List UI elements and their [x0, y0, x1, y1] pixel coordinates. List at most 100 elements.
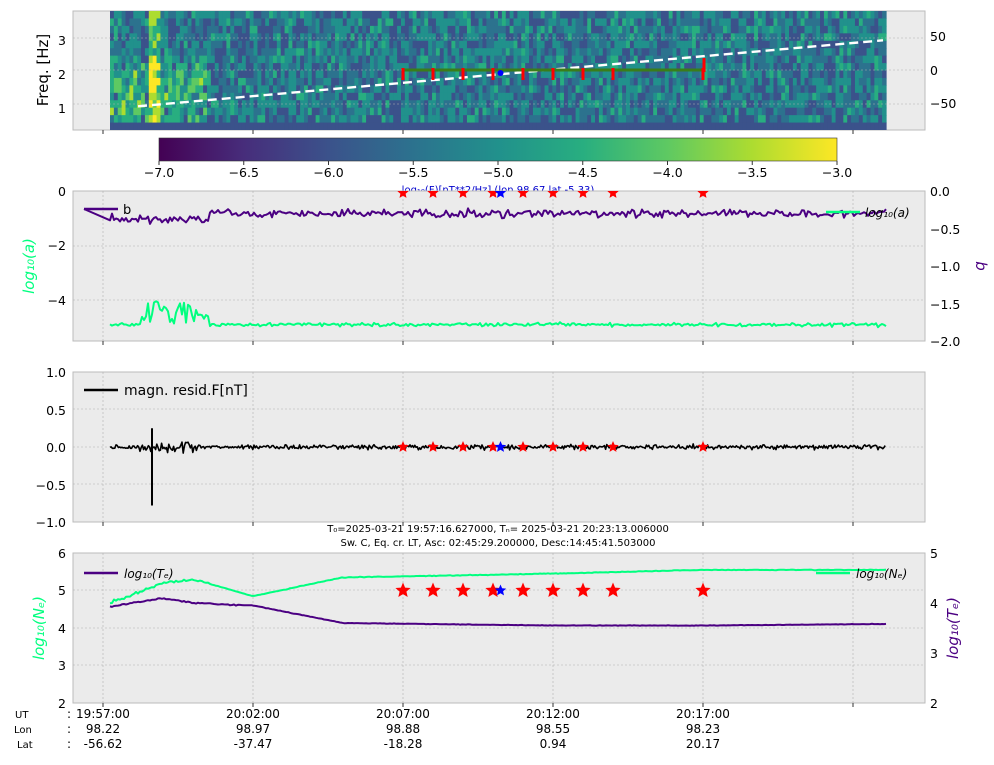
- spectrogram-cell: [823, 115, 829, 124]
- spectrogram-cell: [304, 18, 309, 27]
- spectrogram-cell: [451, 77, 456, 86]
- spectrogram-cell: [110, 33, 115, 42]
- spectrogram-cell: [459, 63, 464, 72]
- spectrogram-cell: [362, 55, 367, 64]
- spectrogram-cell: [626, 85, 631, 94]
- spectrogram-cell: [311, 63, 317, 72]
- spectrogram-cell: [754, 25, 759, 34]
- spectrogram-cell: [261, 25, 266, 34]
- spectrogram-cell: [498, 40, 503, 49]
- spectrogram-cell: [439, 77, 445, 86]
- spectrogram-cell: [598, 11, 604, 20]
- spectrogram-cell: [183, 40, 189, 49]
- spectrogram-cell: [338, 18, 344, 27]
- spectrogram-cell: [435, 11, 441, 20]
- spectrogram-cell: [238, 85, 243, 94]
- spectrogram-cell: [567, 107, 573, 116]
- spectrogram-cell: [571, 122, 577, 130]
- spectrogram-cell: [191, 107, 196, 116]
- spectrogram-cell: [684, 48, 689, 57]
- spectrogram-cell: [575, 115, 581, 124]
- spectrogram-cell: [486, 107, 491, 116]
- spectrogram-cell: [276, 33, 282, 42]
- spectrogram-cell: [269, 55, 274, 64]
- spectrogram-cell: [218, 11, 224, 20]
- spectrogram-cell: [129, 25, 134, 34]
- spectrogram-cell: [583, 48, 588, 57]
- spectrogram-cell: [168, 107, 173, 116]
- spectrogram-cell: [769, 85, 775, 94]
- spectrogram-cell: [509, 25, 515, 34]
- spectrogram-cell: [579, 48, 584, 57]
- xaxis-colon-ut: :: [67, 707, 71, 721]
- spectrogram-cell: [521, 33, 526, 42]
- spectrogram-cell: [812, 63, 817, 72]
- spectrogram-cell: [715, 92, 720, 101]
- spectrogram-cell: [175, 55, 181, 64]
- xaxis-label-ut: UT: [15, 710, 29, 721]
- spectrogram-cell: [505, 33, 511, 42]
- spectrogram-cell: [141, 85, 146, 94]
- spectrogram-right-tick-minus50: −50: [930, 96, 956, 111]
- fit-ylabel-left: log₁₀(a): [20, 238, 38, 294]
- spectrogram-cell: [156, 77, 162, 86]
- spectrogram-cell: [734, 92, 740, 101]
- spectrogram-cell: [331, 55, 336, 64]
- spectrogram-cell: [117, 107, 123, 116]
- spectrogram-cell: [272, 100, 278, 109]
- spectrogram-cell: [331, 40, 336, 49]
- spectrogram-cell: [323, 122, 328, 130]
- spectrogram-cell: [191, 77, 196, 86]
- spectrogram-cell: [711, 33, 716, 42]
- spectrogram-cell: [323, 63, 328, 72]
- spectrogram-cell: [645, 107, 650, 116]
- spectrogram-cell: [587, 18, 592, 27]
- spectrogram-cell: [575, 122, 581, 130]
- spectrogram-cell: [257, 85, 262, 94]
- spectrogram-cell: [214, 33, 220, 42]
- spectrogram-cell: [280, 63, 286, 72]
- spectrogram-cell: [649, 107, 654, 116]
- spectrogram-cell: [369, 70, 375, 79]
- spectrogram-cell: [385, 77, 390, 86]
- spectrogram-cell: [556, 11, 561, 20]
- spectrogram-cell: [187, 11, 193, 20]
- spectrogram-cell: [525, 63, 530, 72]
- spectrogram-cell: [513, 85, 518, 94]
- spectrogram-cell: [812, 48, 817, 57]
- spectrogram-cell: [222, 107, 227, 116]
- spectrogram-cell: [598, 122, 604, 130]
- spectrogram-cell: [113, 18, 119, 27]
- spectrogram-cell: [525, 85, 530, 94]
- spectrogram-cell: [715, 48, 720, 57]
- spectrogram-cell: [335, 11, 340, 20]
- spectrogram-cell: [847, 63, 852, 72]
- spectrogram-cell: [338, 77, 344, 86]
- spectrogram-cell: [664, 70, 670, 79]
- spectrogram-cell: [525, 25, 530, 34]
- spectrogram-cell: [633, 70, 639, 79]
- spectrogram-cell: [730, 85, 736, 94]
- spectrogram-cell: [703, 70, 709, 79]
- spectrogram-cell: [556, 85, 561, 94]
- spectrogram-cell: [315, 33, 321, 42]
- spectrogram-cell: [544, 115, 550, 124]
- spectrogram-cell: [668, 18, 674, 27]
- spectrogram-cell: [451, 122, 456, 130]
- spectrogram-cell: [835, 107, 841, 116]
- spectrogram-cell: [591, 85, 596, 94]
- spectrogram-cell: [470, 115, 476, 124]
- spectrogram-cell: [660, 100, 666, 109]
- spectrogram-cell: [280, 77, 286, 86]
- spectrogram-cell: [463, 55, 468, 64]
- spectrogram-cell: [579, 11, 584, 20]
- spectrogram-cell: [307, 40, 313, 49]
- spectrogram-cell: [191, 122, 196, 130]
- spectrogram-cell: [761, 122, 767, 130]
- spectrogram-cell: [230, 25, 235, 34]
- spectrogram-cell: [148, 107, 154, 116]
- spectrogram-cell: [501, 122, 507, 130]
- spectrogram-cell: [148, 70, 154, 79]
- spectrogram-cell: [823, 33, 829, 42]
- spectrogram-cell: [602, 25, 608, 34]
